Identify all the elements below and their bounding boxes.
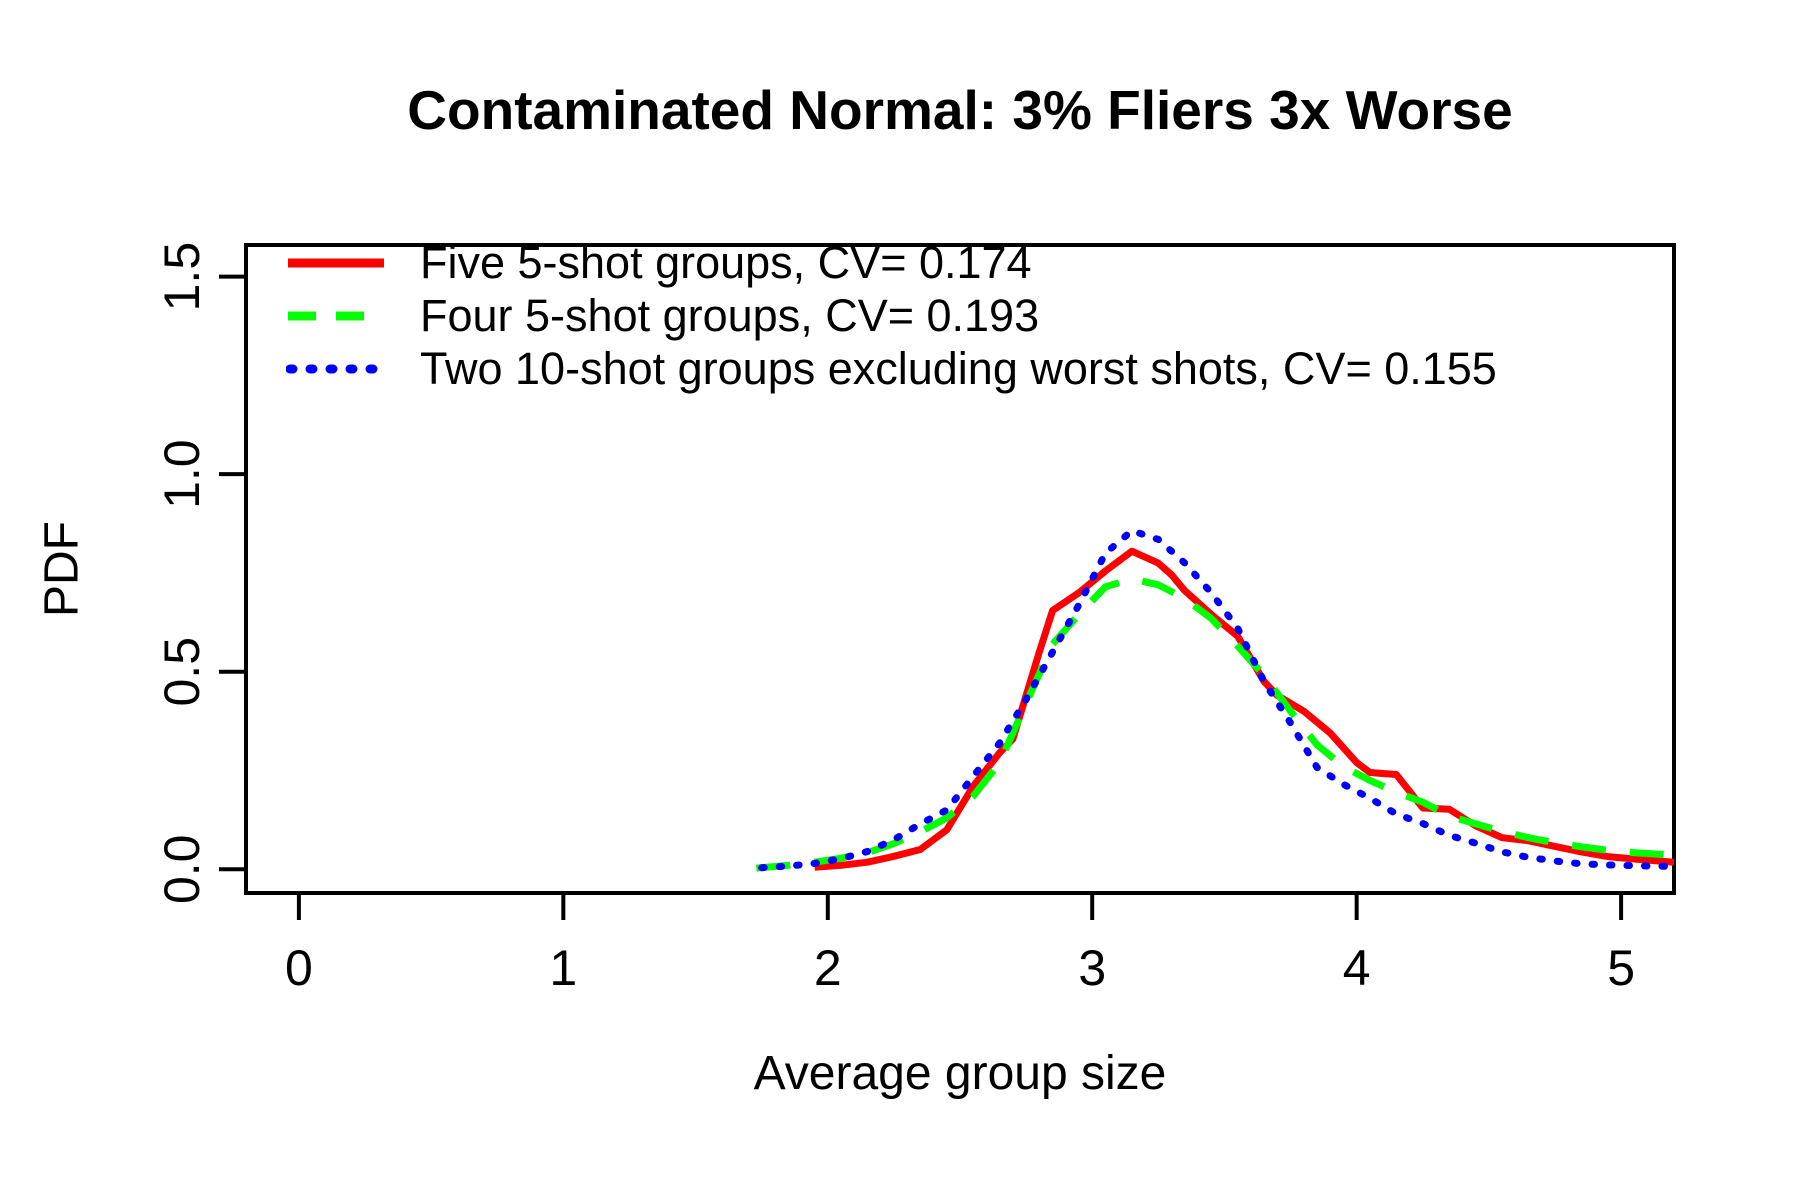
series-line-2 bbox=[758, 527, 1678, 872]
legend-label: Four 5-shot groups, CV= 0.193 bbox=[420, 289, 1040, 341]
legend-item-five-5-shot: Five 5-shot groups, CV= 0.174 bbox=[286, 236, 1497, 289]
x-tick-label: 2 bbox=[814, 940, 842, 996]
y-tick-label: 0.0 bbox=[154, 835, 210, 905]
y-tick-label: 1.5 bbox=[154, 242, 210, 312]
series-line-1 bbox=[756, 575, 1675, 872]
legend-item-two-10-shot: Two 10-shot groups excluding worst shots… bbox=[286, 342, 1497, 395]
x-tick-label: 1 bbox=[549, 940, 577, 996]
y-tick-label: 1.0 bbox=[154, 439, 210, 509]
legend-swatch-dotted-blue bbox=[286, 364, 386, 373]
legend: Five 5-shot groups, CV= 0.174 Four 5-sho… bbox=[286, 236, 1497, 395]
legend-item-four-5-shot: Four 5-shot groups, CV= 0.193 bbox=[286, 289, 1497, 342]
chart-title: Contaminated Normal: 3% Fliers 3x Worse bbox=[407, 79, 1513, 141]
plot-box bbox=[244, 243, 1676, 895]
series-line-0 bbox=[814, 547, 1675, 871]
x-tick-label: 3 bbox=[1078, 940, 1106, 996]
legend-swatch-solid-red bbox=[288, 258, 384, 267]
legend-label: Five 5-shot groups, CV= 0.174 bbox=[420, 236, 1032, 288]
y-axis-title: PDF bbox=[35, 521, 89, 617]
legend-swatch-dashed-green bbox=[288, 311, 384, 320]
x-tick-label: 5 bbox=[1607, 940, 1635, 996]
x-tick-label: 4 bbox=[1343, 940, 1371, 996]
x-tick-label: 0 bbox=[285, 940, 313, 996]
legend-label: Two 10-shot groups excluding worst shots… bbox=[420, 342, 1497, 394]
x-axis-title: Average group size bbox=[753, 1047, 1167, 1100]
y-tick-label: 0.5 bbox=[154, 637, 210, 707]
